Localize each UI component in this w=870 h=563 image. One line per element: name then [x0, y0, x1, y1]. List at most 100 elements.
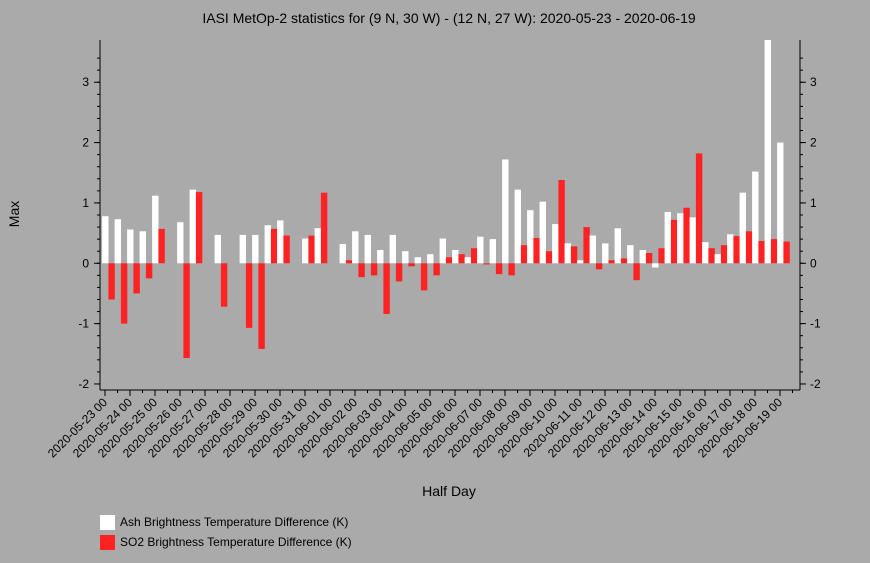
so2-bar — [508, 263, 515, 276]
legend-swatch-ash — [100, 514, 115, 530]
ash-bar — [752, 171, 759, 264]
so2-bar — [258, 263, 265, 349]
so2-bar — [608, 260, 615, 264]
so2-bar — [433, 263, 440, 276]
so2-bar — [158, 228, 165, 264]
y-tick-label: 3 — [82, 75, 89, 89]
y-axis-label: Max — [6, 201, 22, 227]
y-tick-label: -2 — [810, 377, 821, 391]
so2-bar — [283, 235, 290, 264]
ash-bar — [502, 159, 509, 264]
so2-bar — [458, 254, 465, 264]
ash-bar — [239, 234, 246, 264]
so2-bar — [270, 228, 278, 264]
ash-bar — [214, 234, 221, 264]
ash-bar — [439, 238, 446, 264]
so2-bar — [470, 248, 478, 264]
bars — [102, 40, 790, 359]
so2-bar — [420, 263, 428, 291]
so2-bar — [220, 263, 228, 307]
so2-bar — [583, 227, 590, 264]
ash-bar — [477, 236, 484, 264]
so2-bar — [745, 231, 753, 264]
ash-bar — [777, 142, 784, 264]
ash-bar — [514, 189, 521, 264]
ash-bar — [389, 234, 396, 264]
y-tick-label: 1 — [810, 196, 817, 210]
so2-bar — [758, 240, 765, 264]
so2-bar — [133, 263, 140, 294]
ash-bar — [664, 211, 671, 264]
legend: Ash Brightness Temperature Difference (K… — [100, 512, 352, 552]
ash-bar — [364, 234, 371, 264]
so2-bar — [495, 263, 503, 275]
ash-bar — [177, 222, 184, 264]
ash-bar — [527, 210, 534, 264]
so2-bar — [595, 263, 603, 270]
ash-bar — [727, 234, 734, 264]
y-tick-label: 1 — [82, 196, 89, 210]
ash-bar — [764, 40, 771, 264]
so2-bar — [733, 236, 740, 264]
so2-bar — [645, 253, 653, 264]
ash-bar — [627, 245, 634, 264]
so2-bar — [545, 251, 553, 264]
ash-bar — [152, 195, 159, 264]
so2-bar — [558, 180, 565, 264]
ash-bar — [464, 257, 471, 264]
ash-bar — [114, 219, 121, 264]
so2-bar — [683, 207, 690, 264]
legend-item-ash: Ash Brightness Temperature Difference (K… — [100, 512, 352, 532]
legend-item-so2: SO2 Brightness Temperature Difference (K… — [100, 532, 352, 552]
ash-bar — [739, 192, 746, 264]
ash-bar — [539, 201, 546, 264]
so2-bar — [120, 263, 128, 324]
legend-swatch-so2 — [100, 534, 115, 550]
ash-bar — [139, 231, 146, 264]
ash-bar — [102, 216, 109, 264]
ash-bar — [452, 250, 459, 264]
ash-bar — [302, 238, 309, 264]
so2-bar — [483, 263, 490, 265]
so2-bar — [183, 263, 190, 359]
ash-bar — [339, 243, 346, 264]
legend-label-ash: Ash Brightness Temperature Difference (K… — [120, 515, 349, 529]
ash-bar — [489, 239, 496, 264]
so2-bar — [245, 263, 253, 328]
ash-bar — [127, 229, 134, 264]
ash-bar — [614, 228, 621, 264]
so2-bar — [370, 263, 378, 276]
ash-bar — [402, 251, 409, 264]
y-tick-label: -2 — [78, 377, 89, 391]
y-tick-label: 3 — [810, 75, 817, 89]
so2-bar — [708, 248, 715, 264]
ash-bar — [564, 243, 571, 264]
y-tick-label: 0 — [82, 256, 89, 270]
y-tick-label: 0 — [810, 256, 817, 270]
so2-bar — [345, 260, 353, 264]
so2-bar — [670, 219, 678, 264]
so2-bar — [308, 235, 315, 264]
legend-label-so2: SO2 Brightness Temperature Difference (K… — [120, 535, 352, 549]
so2-bar — [145, 263, 153, 279]
so2-bar — [383, 263, 390, 314]
so2-bar — [633, 263, 640, 281]
so2-bar — [320, 192, 328, 264]
so2-bar — [570, 246, 578, 264]
ash-bar — [377, 250, 384, 264]
ash-bar — [552, 224, 559, 264]
ash-bar — [352, 231, 359, 264]
ash-bar — [602, 243, 609, 264]
ash-bar — [652, 263, 659, 268]
ash-bar — [252, 234, 259, 264]
y-tick-label: 2 — [810, 136, 817, 150]
so2-bar — [770, 239, 778, 264]
so2-bar — [520, 245, 528, 264]
ash-bar — [577, 260, 584, 264]
so2-bar — [395, 263, 403, 282]
ash-bar — [189, 189, 196, 264]
ash-bar — [702, 242, 709, 264]
so2-bar — [358, 263, 365, 278]
